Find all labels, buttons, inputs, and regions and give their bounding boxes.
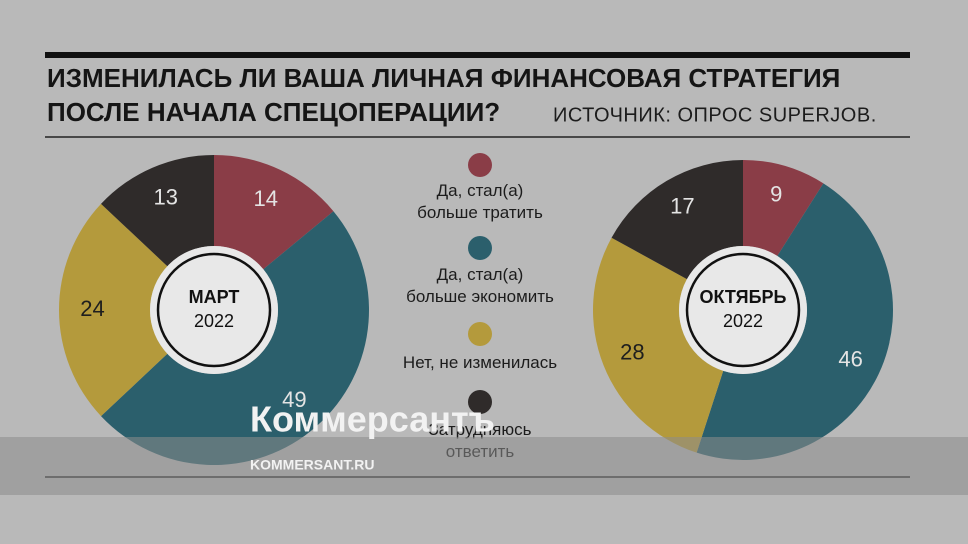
center-subtitle: 2022 <box>723 311 763 331</box>
donut-slice <box>101 211 370 466</box>
legend-label: Да, стал(а) больше экономить <box>406 265 554 306</box>
legend-swatch <box>468 153 492 177</box>
center-subtitle: 2022 <box>194 311 234 331</box>
data-label: 28 <box>620 340 644 365</box>
title-line: ИЗМЕНИЛАСЬ ЛИ ВАША ЛИЧНАЯ ФИНАНСОВАЯ СТР… <box>47 63 840 93</box>
source: ИСТОЧНИК: ОПРОС SUPERJOB. <box>553 104 877 126</box>
legend-swatch <box>468 390 492 414</box>
legend-swatch <box>468 322 492 346</box>
donut-slice <box>214 155 334 270</box>
data-label: 49 <box>282 387 306 412</box>
donut-slice <box>696 183 893 460</box>
donut-slice <box>743 160 824 256</box>
data-label: 17 <box>670 193 694 218</box>
center-disc <box>150 246 278 374</box>
data-label: 9 <box>770 182 782 207</box>
title-line: ПОСЛЕ НАЧАЛА СПЕЦОПЕРАЦИИ? <box>47 97 500 127</box>
center-title: ОКТЯБРЬ <box>699 287 786 307</box>
data-label: 13 <box>154 184 178 209</box>
center-ring <box>685 252 801 368</box>
data-label: 14 <box>253 186 277 211</box>
center-disc <box>679 246 807 374</box>
watermark-band <box>0 437 968 495</box>
donut-slice <box>611 160 743 280</box>
donut-slice <box>59 203 168 417</box>
legend-swatch <box>468 236 492 260</box>
data-label: 24 <box>80 296 104 321</box>
donut-slice <box>101 155 214 267</box>
donut-slice <box>593 237 724 453</box>
top-rule <box>45 52 910 58</box>
watermark-site: KOMMERSANT.RU <box>250 457 374 473</box>
center-title: МАРТ <box>189 287 240 307</box>
watermark-brand: Коммерсантъ <box>250 399 495 440</box>
center-ring <box>156 252 272 368</box>
legend-label: Да, стал(а) больше тратить <box>417 181 543 222</box>
data-label: 46 <box>838 346 862 371</box>
legend-label: Нет, не изменилась <box>402 353 558 372</box>
